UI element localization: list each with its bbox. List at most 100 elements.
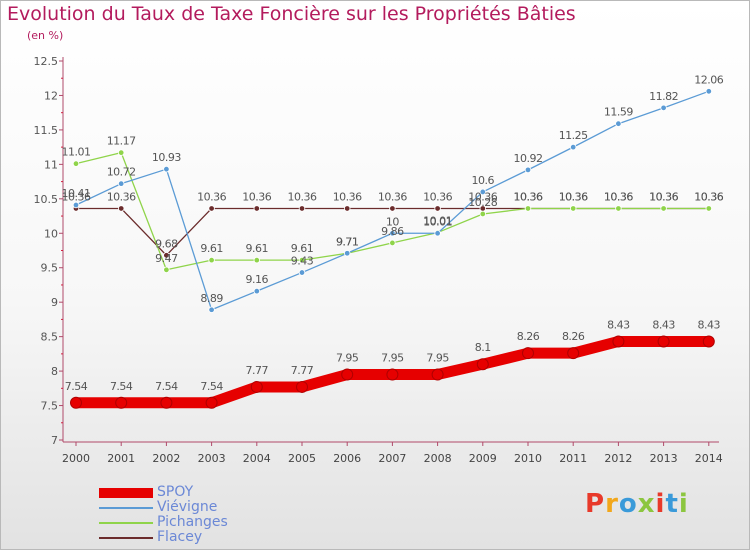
y-tick-label: 8.5 <box>41 331 59 344</box>
legend-label: Flacey <box>157 529 203 545</box>
data-label: 9.47 <box>155 252 178 265</box>
legend-label: SPOY <box>157 484 194 500</box>
data-point <box>660 205 667 212</box>
data-label: 7.54 <box>110 380 133 393</box>
legend-swatch <box>99 522 153 524</box>
data-label: 10.36 <box>694 190 723 203</box>
logo-letter: x <box>637 489 656 519</box>
data-point <box>250 380 263 393</box>
data-point <box>524 205 532 212</box>
data-label: 9.61 <box>200 242 223 255</box>
y-tick-label: 9.5 <box>41 262 59 275</box>
data-point <box>208 205 215 212</box>
data-label: 11.82 <box>649 90 678 103</box>
data-point <box>117 180 125 187</box>
data-label: 10.36 <box>333 190 362 203</box>
data-point <box>476 358 489 371</box>
data-label: 10.36 <box>107 190 136 203</box>
data-label: 8.26 <box>517 330 540 343</box>
logo-letter: r <box>605 489 619 519</box>
data-point <box>341 368 354 381</box>
data-label: 8.43 <box>607 318 630 331</box>
data-point <box>160 396 173 409</box>
data-label: 10.36 <box>604 190 633 203</box>
data-point <box>705 88 712 95</box>
x-tick-label: 2007 <box>378 452 406 465</box>
y-tick-label: 7 <box>51 434 58 447</box>
data-point <box>117 205 125 212</box>
x-tick-label: 2006 <box>333 452 361 465</box>
legend-label: Pichanges <box>157 514 228 530</box>
legend-label: Viévigne <box>157 499 218 515</box>
data-point <box>298 256 306 264</box>
data-label: 9.61 <box>246 242 269 255</box>
legend-item-flacey: Flacey <box>99 529 259 545</box>
logo-letter: t <box>665 489 679 519</box>
x-tick-label: 2000 <box>62 452 90 465</box>
legend-item-spoy: SPOY <box>99 484 259 500</box>
x-tick-label: 2010 <box>514 452 542 465</box>
data-point <box>163 165 170 173</box>
data-point <box>163 252 170 259</box>
data-label: 10.01 <box>423 215 452 228</box>
data-label: 9.71 <box>336 235 359 248</box>
x-tick-label: 2004 <box>243 452 271 465</box>
chart-subtitle: (en %) <box>27 29 64 42</box>
data-point <box>522 347 534 360</box>
data-label: 9.71 <box>336 235 359 248</box>
x-tick-label: 2009 <box>469 452 497 465</box>
data-point <box>72 201 80 209</box>
data-point <box>253 205 260 212</box>
data-label: 7.95 <box>381 352 404 365</box>
data-label: 10.28 <box>468 196 497 209</box>
logo-letter: i <box>655 489 666 519</box>
y-tick-label: 11.5 <box>34 124 59 137</box>
data-point <box>434 205 441 212</box>
data-label: 7.54 <box>155 380 178 393</box>
data-label: 10.36 <box>197 190 226 203</box>
data-point <box>434 230 441 237</box>
data-point <box>479 188 486 196</box>
data-point <box>344 250 351 257</box>
y-tick-label: 10 <box>44 227 58 240</box>
data-label: 7.77 <box>291 364 314 377</box>
data-point <box>524 166 532 174</box>
data-label: 10.36 <box>649 190 678 203</box>
data-point <box>612 335 625 348</box>
data-label: 8.1 <box>475 341 491 354</box>
legend-swatch <box>99 488 153 498</box>
data-point <box>298 205 306 212</box>
data-point <box>389 230 396 237</box>
data-label: 10.92 <box>514 152 543 165</box>
logo-letter: o <box>618 489 638 519</box>
x-tick-label: 2003 <box>198 452 226 465</box>
data-label: 11.17 <box>107 135 136 148</box>
data-label: 10.36 <box>242 190 271 203</box>
data-point <box>479 210 486 218</box>
data-label: 12.06 <box>694 73 723 86</box>
data-label: 10.36 <box>604 190 633 203</box>
data-point <box>298 269 306 276</box>
chart-legend: SPOY Viévigne Pichanges Flacey <box>99 484 259 545</box>
data-point <box>163 266 170 273</box>
chart-title: Evolution du Taux de Taxe Foncière sur l… <box>7 3 576 25</box>
data-point <box>660 104 667 112</box>
data-label: 10.36 <box>62 190 91 203</box>
y-tick-label: 8 <box>51 365 58 378</box>
logo-letter: P <box>585 489 606 519</box>
data-label: 10.01 <box>423 215 452 228</box>
x-tick-label: 2012 <box>604 452 632 465</box>
x-tick-label: 2008 <box>424 452 452 465</box>
legend-item-viévigne: Viévigne <box>99 499 259 515</box>
data-label: 10.36 <box>649 190 678 203</box>
data-point <box>117 149 125 156</box>
data-label: 10.36 <box>694 190 723 203</box>
data-point <box>567 347 580 360</box>
data-label: 10.41 <box>62 187 91 200</box>
data-label: 9.61 <box>291 242 314 255</box>
data-point <box>431 368 444 381</box>
data-label: 7.54 <box>65 380 88 393</box>
data-point <box>389 239 396 247</box>
data-label: 8.43 <box>652 318 675 331</box>
